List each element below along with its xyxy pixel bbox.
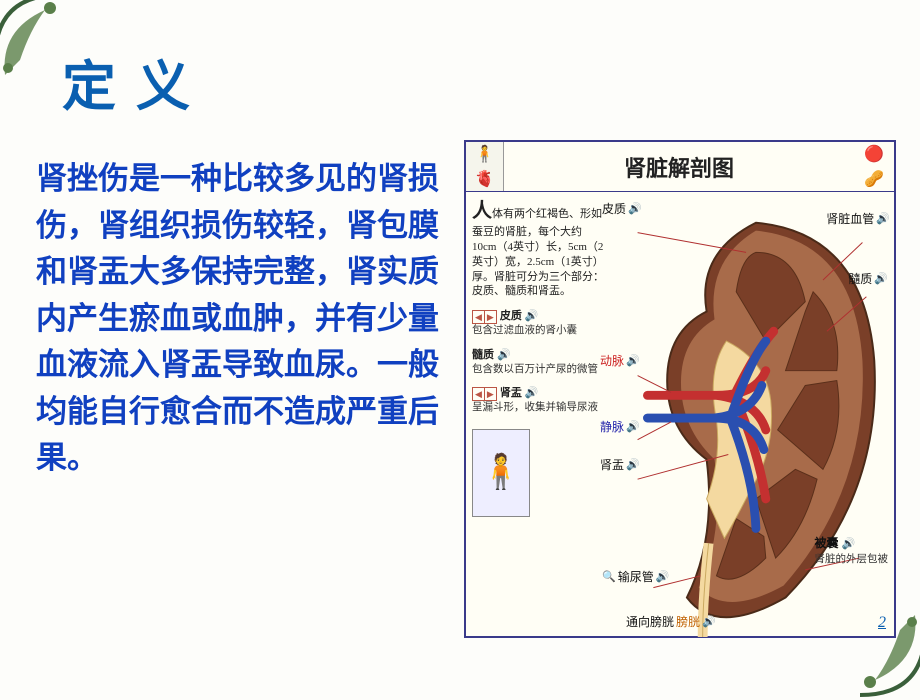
- legend-cortex: ◀▶ 皮质 🔊 包含过滤血液的肾小囊: [472, 309, 604, 337]
- legend-head-medulla: 髓质: [472, 348, 494, 363]
- intro-dropcap: 人: [472, 200, 492, 222]
- kidneys-pair-icon[interactable]: 🥜: [864, 169, 884, 189]
- sound-icon[interactable]: 🔊: [626, 420, 640, 433]
- diagram-titlebar: 🧍 🫀 肾脏解剖图 🔴 🥜: [466, 142, 894, 192]
- label-pelvis: 肾盂🔊: [600, 456, 640, 473]
- torso-icon[interactable]: 🫀: [475, 169, 495, 189]
- page-number: 2: [878, 614, 886, 632]
- magnify-icon[interactable]: 🔍: [602, 570, 616, 583]
- label-artery: 动脉🔊: [600, 352, 640, 369]
- legend-intro: 人体有两个红褐色、形如蚕豆的肾脏，每个大约10cm（4英寸）长，5cm（2英寸）…: [472, 198, 604, 299]
- label-ureter: 🔍 输尿管🔊: [602, 568, 669, 585]
- kidney-illustration: 皮质🔊 肾脏血管🔊 髓质🔊 动脉🔊 静脉🔊 肾盂🔊 🔍 输尿管🔊: [608, 192, 894, 636]
- label-to-bladder: 通向膀胱 膀胱 🔊: [626, 613, 716, 630]
- definition-text: 肾挫伤是一种比较多见的肾损伤，肾组织损伤较轻，肾包膜和肾盂大多保持完整，肾实质内…: [36, 156, 456, 482]
- sound-icon[interactable]: 🔊: [842, 538, 856, 550]
- sound-icon[interactable]: 🔊: [874, 272, 888, 285]
- sound-icon[interactable]: 🔊: [626, 354, 640, 367]
- nav-buttons[interactable]: ◀▶: [472, 310, 497, 324]
- slide-title: 定义: [62, 42, 210, 121]
- diagram-title: 肾脏解剖图: [504, 151, 854, 183]
- kidney-thumb-icon[interactable]: 🔴: [864, 144, 884, 164]
- legend-desc-medulla: 包含数以百万计产尿的微管: [472, 363, 604, 377]
- label-capsule: 被囊 🔊 肾脏的外层包被: [815, 534, 889, 567]
- sound-icon[interactable]: 🔊: [628, 202, 642, 215]
- sound-icon[interactable]: 🔊: [497, 348, 511, 363]
- label-vein: 静脉🔊: [600, 418, 640, 435]
- sound-icon[interactable]: 🔊: [525, 386, 539, 401]
- legend-head-cortex: 皮质: [500, 309, 522, 324]
- nav-buttons[interactable]: ◀▶: [472, 387, 497, 401]
- label-vessel: 肾脏血管🔊: [826, 210, 890, 227]
- sound-icon[interactable]: 🔊: [525, 309, 539, 324]
- label-cortex: 皮质🔊: [602, 200, 642, 217]
- legend-desc-cortex: 包含过滤血液的肾小囊: [472, 324, 604, 338]
- diagram-thumb-icons[interactable]: 🔴 🥜: [854, 142, 894, 191]
- anatomy-diagram-panel: 🧍 🫀 肾脏解剖图 🔴 🥜 人体有两个红褐色、形如蚕豆的肾脏，每个大约10cm（…: [464, 140, 896, 638]
- legend-medulla: 髓质 🔊 包含数以百万计产尿的微管: [472, 348, 604, 376]
- legend-column: 人体有两个红褐色、形如蚕豆的肾脏，每个大约10cm（4英寸）长，5cm（2英寸）…: [466, 192, 608, 636]
- sound-icon[interactable]: 🔊: [876, 212, 890, 225]
- label-medulla: 髓质🔊: [848, 270, 888, 287]
- sound-icon[interactable]: 🔊: [656, 570, 670, 583]
- legend-head-pelvis: 肾盂: [500, 386, 522, 401]
- legend-pelvis: ◀▶ 肾盂 🔊 呈漏斗形，收集并输导尿液: [472, 386, 604, 414]
- diagram-nav-icons[interactable]: 🧍 🫀: [466, 142, 504, 191]
- legend-desc-pelvis: 呈漏斗形，收集并输导尿液: [472, 401, 604, 415]
- sound-icon[interactable]: 🔊: [626, 458, 640, 471]
- diagram-body: 人体有两个红褐色、形如蚕豆的肾脏，每个大约10cm（4英寸）长，5cm（2英寸）…: [466, 192, 894, 636]
- person-icon[interactable]: 🧍: [475, 144, 495, 164]
- sound-icon[interactable]: 🔊: [702, 615, 716, 628]
- body-location-thumb[interactable]: 🧍: [472, 429, 530, 517]
